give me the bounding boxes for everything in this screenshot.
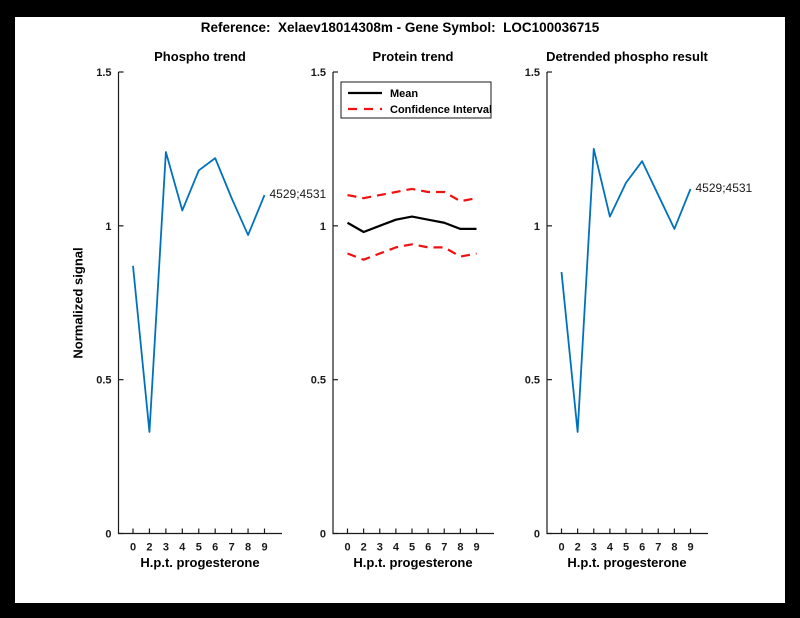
y-tick-label: 0.5: [311, 375, 326, 387]
x-tick-label: 3: [591, 542, 597, 554]
axis-lines: [332, 72, 494, 535]
x-tick-label: 2: [575, 542, 581, 554]
x-tick-label: 4: [607, 542, 614, 554]
x-tick-label: 7: [655, 542, 661, 554]
x-tick-label: 0: [130, 542, 136, 554]
series-line-mean: [346, 215, 477, 234]
figure-title: Reference: Xelaev18014308m - Gene Symbol…: [200, 20, 600, 35]
x-tick-label: 8: [245, 542, 251, 554]
x-tick-label: 9: [687, 542, 693, 554]
x-tick-label: 9: [473, 542, 479, 554]
series-line-detrended-phospho-signal: [560, 148, 692, 433]
series-line-confidence-interval: [347, 187, 477, 203]
x-tick-label: 3: [377, 542, 383, 554]
x-tick-label: 2: [361, 542, 367, 554]
x-tick-label: 6: [212, 542, 218, 554]
y-tick-label: 0.5: [525, 375, 540, 387]
y-tick-label: 0.5: [96, 375, 111, 387]
axis-lines: [117, 72, 282, 535]
x-axis-label-2: H.p.t. progesterone: [353, 555, 473, 570]
subplot-title-protein-trend: Protein trend: [372, 49, 454, 64]
x-axis-label-1: H.p.t. progesterone: [140, 555, 260, 570]
x-tick-label: 6: [425, 542, 431, 554]
x-tick-label: 9: [261, 542, 267, 554]
x-tick-label: 8: [457, 542, 463, 554]
y-axis-label-text: Normalized signal: [70, 247, 86, 359]
x-tick-label: 5: [623, 542, 629, 554]
endpoint-annotation: 4529;4531: [696, 181, 753, 195]
y-tick-label: 0: [534, 529, 540, 541]
axis-lines: [546, 72, 708, 535]
x-tick-label: 5: [196, 542, 202, 554]
y-tick-label: 0: [320, 529, 326, 541]
y-tick-label: 1.5: [96, 67, 111, 79]
x-tick-label: 2: [146, 542, 152, 554]
series-line-confidence-interval-lower: [347, 243, 477, 261]
y-tick-label: 1.5: [525, 67, 540, 79]
x-tick-label: 6: [639, 542, 645, 554]
x-tick-label: 0: [344, 542, 350, 554]
subplot-title-phospho-trend: Phospho trend: [154, 49, 246, 64]
legend-label: Confidence Interval: [390, 104, 492, 116]
y-tick-label: 1: [320, 221, 326, 233]
x-tick-label: 5: [409, 542, 415, 554]
y-tick-label: 1.5: [311, 67, 326, 79]
x-axis-label-3: H.p.t. progesterone: [567, 555, 687, 570]
x-tick-label: 7: [441, 542, 447, 554]
x-tick-label: 8: [671, 542, 677, 554]
subplot-title-detrended-phospho: Detrended phospho result: [546, 49, 708, 64]
y-tick-label: 1: [534, 221, 540, 233]
legend-label: Mean: [390, 88, 418, 100]
x-tick-label: 0: [558, 542, 564, 554]
x-tick-label: 4: [393, 542, 400, 554]
x-tick-label: 3: [163, 542, 169, 554]
endpoint-annotation: 4529;4531: [270, 187, 327, 201]
series-line-phospho-signal: [132, 151, 266, 433]
y-tick-label: 0: [105, 529, 111, 541]
y-tick-label: 1: [105, 221, 111, 233]
x-tick-label: 7: [229, 542, 235, 554]
legend-box: [340, 81, 492, 119]
x-tick-label: 4: [179, 542, 186, 554]
